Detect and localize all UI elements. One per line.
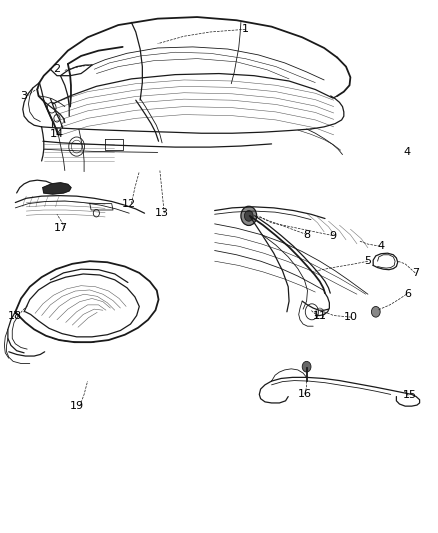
Text: 12: 12 — [122, 199, 136, 208]
Text: 9: 9 — [329, 231, 336, 240]
Text: 14: 14 — [50, 130, 64, 139]
Text: 8: 8 — [303, 230, 310, 239]
Text: 7: 7 — [413, 268, 420, 278]
Text: 11: 11 — [313, 311, 327, 320]
Text: 2: 2 — [53, 64, 60, 74]
Text: 15: 15 — [403, 391, 417, 400]
Text: 1: 1 — [242, 25, 249, 34]
Text: 3: 3 — [21, 91, 28, 101]
Circle shape — [244, 211, 253, 221]
Polygon shape — [43, 183, 71, 194]
Text: 18: 18 — [8, 311, 22, 320]
Circle shape — [302, 361, 311, 372]
Text: 17: 17 — [54, 223, 68, 233]
Text: 4: 4 — [378, 241, 385, 251]
Text: 13: 13 — [155, 208, 169, 218]
Circle shape — [371, 306, 380, 317]
Text: 10: 10 — [343, 312, 357, 322]
Text: 16: 16 — [297, 390, 311, 399]
Circle shape — [241, 206, 257, 225]
Text: 4: 4 — [404, 147, 411, 157]
Text: 19: 19 — [70, 401, 84, 411]
Text: 6: 6 — [404, 289, 411, 299]
Text: 5: 5 — [364, 256, 371, 266]
